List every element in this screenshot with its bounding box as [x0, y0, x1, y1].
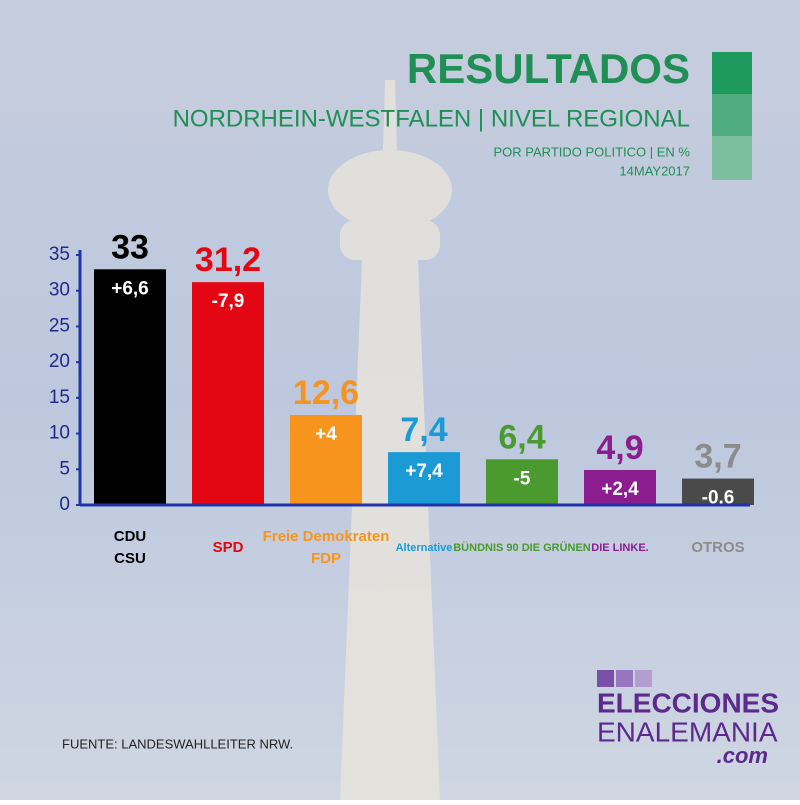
category-label: OTROS	[691, 539, 744, 556]
category-label: CDU	[114, 528, 147, 545]
source: FUENTE: LANDESWAHLLEITER NRW.	[62, 736, 293, 751]
brand-line: ENALEMANIA	[597, 716, 778, 747]
brand-line: ELECCIONES	[597, 687, 779, 718]
bar	[290, 415, 362, 505]
change-label: -0,6	[702, 488, 735, 509]
change-label: +7,4	[405, 461, 443, 482]
change-label: +4	[315, 424, 337, 445]
category-label: Freie Demokraten	[263, 528, 390, 545]
bar	[486, 459, 558, 505]
date: 14MAY2017	[619, 163, 690, 178]
bar	[682, 478, 754, 505]
y-tick-label: 20	[49, 351, 70, 372]
deco-square	[712, 52, 752, 94]
title: RESULTADOS	[407, 45, 690, 92]
y-tick-label: 30	[49, 280, 70, 301]
category-label: FDP	[311, 550, 341, 567]
y-tick-label: 15	[49, 387, 70, 408]
value-label: 6,4	[498, 418, 545, 456]
y-tick-label: 25	[49, 315, 70, 336]
brand-line: .com	[717, 743, 768, 768]
y-tick-label: 35	[49, 244, 70, 265]
change-label: +2,4	[601, 479, 639, 500]
value-label: 31,2	[195, 241, 261, 279]
change-label: -7,9	[212, 291, 245, 312]
brand-square	[635, 670, 652, 687]
value-label: 7,4	[400, 411, 447, 449]
bar	[388, 452, 460, 505]
bar	[94, 269, 166, 505]
category-label: DIE LINKE.	[591, 542, 648, 554]
value-label: 33	[111, 228, 149, 266]
value-label: 12,6	[293, 374, 359, 412]
subtitle: NORDRHEIN-WESTFALEN | NIVEL REGIONAL	[173, 105, 690, 132]
value-label: 4,9	[596, 429, 643, 467]
brand-square	[597, 670, 614, 687]
category-label: BÜNDNIS 90 DIE GRÜNEN	[453, 541, 591, 554]
y-tick-label: 0	[59, 494, 70, 515]
category-label: Alternative	[396, 542, 453, 554]
value-label: 3,7	[694, 438, 741, 476]
y-tick-label: 10	[49, 423, 70, 444]
deco-square	[712, 94, 752, 136]
note: POR PARTIDO POLITICO | EN %	[494, 144, 691, 159]
category-label: CSU	[114, 550, 146, 567]
tower	[328, 80, 452, 800]
change-label: +6,6	[111, 278, 149, 299]
bar	[192, 282, 264, 505]
y-tick-label: 5	[59, 458, 70, 479]
brand: ELECCIONES ENALEMANIA .com	[597, 670, 779, 768]
deco-square	[712, 136, 752, 180]
change-label: -5	[514, 468, 531, 489]
brand-square	[616, 670, 633, 687]
bar	[584, 470, 656, 505]
category-label: SPD	[213, 539, 244, 556]
